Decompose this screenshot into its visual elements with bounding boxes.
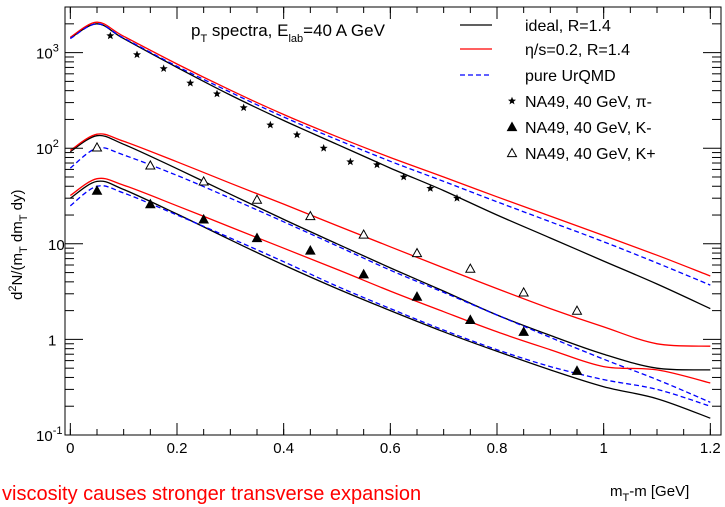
point-K- xyxy=(518,326,530,336)
legend-label: NA49, 40 GeV, π- xyxy=(525,94,652,111)
model-curves xyxy=(69,21,711,419)
curve-K--urqmd xyxy=(69,185,711,407)
annotation-note: viscosity causes stronger transverse exp… xyxy=(2,483,421,505)
x-tick-label: 1 xyxy=(599,440,607,457)
point-K+ xyxy=(91,141,103,152)
curve-K--ideal xyxy=(69,180,711,419)
point-pi- xyxy=(239,103,248,112)
point-K+ xyxy=(198,175,210,186)
y-tick-label: 10 xyxy=(48,237,65,254)
legend-label: NA49, 40 GeV, K- xyxy=(525,120,652,137)
y-tick-label: 1 xyxy=(48,332,56,349)
legend-marker xyxy=(508,96,516,105)
plot-frame xyxy=(64,6,722,436)
data-points xyxy=(91,31,583,375)
point-pi- xyxy=(186,78,195,87)
point-K+ xyxy=(304,210,316,221)
curve-K+-ideal xyxy=(69,134,711,371)
x-tick-label: 0.2 xyxy=(167,440,188,457)
legend-marker xyxy=(506,121,518,132)
point-K- xyxy=(91,185,103,195)
curve-K+-urqmd xyxy=(69,147,711,403)
point-pi- xyxy=(399,172,408,181)
point-K- xyxy=(251,232,263,243)
x-tick-label: 0.4 xyxy=(273,440,294,457)
legend-marker xyxy=(506,147,518,158)
x-axis-title: mT-m [GeV] xyxy=(610,483,689,504)
x-tick-label: 0.6 xyxy=(380,440,401,457)
point-K- xyxy=(358,268,370,279)
point-K+ xyxy=(358,229,370,239)
curve-K--viscous xyxy=(69,177,711,384)
point-pi- xyxy=(133,50,141,59)
legend-label: η/s=0.2, R=1.4 xyxy=(525,42,630,59)
legend-label: ideal, R=1.4 xyxy=(525,18,611,35)
legend-label: pure UrQMD xyxy=(525,68,616,85)
point-K+ xyxy=(411,247,423,258)
y-tick-label: 102 xyxy=(36,138,59,158)
point-pi- xyxy=(426,184,435,192)
point-K+ xyxy=(571,305,583,315)
curve-pi--viscous xyxy=(69,21,711,277)
x-tick-label: 1.2 xyxy=(700,440,721,457)
point-K+ xyxy=(144,159,156,170)
point-K+ xyxy=(518,286,530,297)
x-tick-label: 0 xyxy=(66,440,74,457)
point-K+ xyxy=(464,263,476,273)
point-pi- xyxy=(319,144,328,152)
point-pi- xyxy=(346,157,355,166)
curve-pi--ideal xyxy=(69,23,711,310)
point-K- xyxy=(144,198,156,209)
point-pi- xyxy=(159,64,168,72)
point-K- xyxy=(411,291,423,301)
point-K- xyxy=(571,365,583,375)
point-K- xyxy=(304,245,316,255)
y-axis-title: d2N/(mT dmT dy) xyxy=(7,190,30,300)
chart-title: pT spectra, Elab=40 A GeV xyxy=(191,21,386,45)
x-tick-label: 0.8 xyxy=(487,440,508,457)
legend-label: NA49, 40 GeV, K+ xyxy=(525,146,656,163)
legend: ideal, R=1.4 η/s=0.2, R=1.4 pure UrQMD NA49… xyxy=(460,18,656,163)
point-K+ xyxy=(251,194,263,204)
axis-ticks: 0 0.2 0.4 0.6 0.8 1 1.2 10-1 1 10 102 103 xyxy=(36,6,721,457)
point-pi- xyxy=(453,194,461,202)
y-tick-label: 10-1 xyxy=(36,425,62,445)
y-tick-label: 103 xyxy=(36,43,59,63)
point-K- xyxy=(198,213,210,224)
point-pi- xyxy=(266,120,275,129)
point-K- xyxy=(464,314,476,324)
point-pi- xyxy=(106,31,115,40)
point-pi- xyxy=(213,89,221,98)
curve-pi--urqmd xyxy=(69,23,711,286)
point-pi- xyxy=(373,160,381,169)
point-pi- xyxy=(293,130,301,139)
